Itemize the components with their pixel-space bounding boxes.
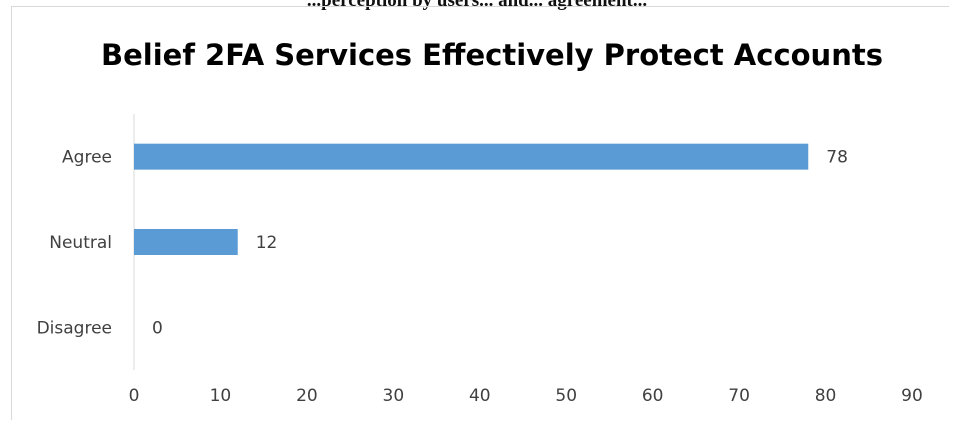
category-label: Disagree [37, 318, 112, 338]
plot-area: Agree 78 Neutral 12 Disagree 0 0 10 20 30 40 50 60 70… [37, 114, 923, 406]
x-tick-label: 30 [383, 386, 405, 406]
x-tick-label: 20 [296, 386, 318, 406]
x-tick-label: 0 [129, 386, 140, 406]
data-label: 0 [152, 318, 163, 338]
x-tick-label: 90 [901, 386, 923, 406]
x-tick-label: 40 [469, 386, 491, 406]
bar-agree [134, 143, 809, 170]
data-label: 78 [826, 148, 848, 168]
clipped-caption: ...perception by users... and... agreeme… [306, 0, 648, 11]
x-tick-label: 60 [642, 386, 664, 406]
bar-neutral [134, 229, 238, 255]
chart-title: Belief 2FA Services Effectively Protect … [101, 38, 883, 72]
x-tick-label: 80 [815, 386, 837, 406]
data-label: 12 [256, 233, 278, 253]
x-tick-label: 10 [210, 386, 232, 406]
x-tick-label: 70 [728, 386, 750, 406]
x-tick-label: 50 [555, 386, 577, 406]
chart-frame [11, 6, 949, 420]
category-label: Neutral [49, 233, 112, 253]
category-label: Agree [62, 148, 112, 168]
